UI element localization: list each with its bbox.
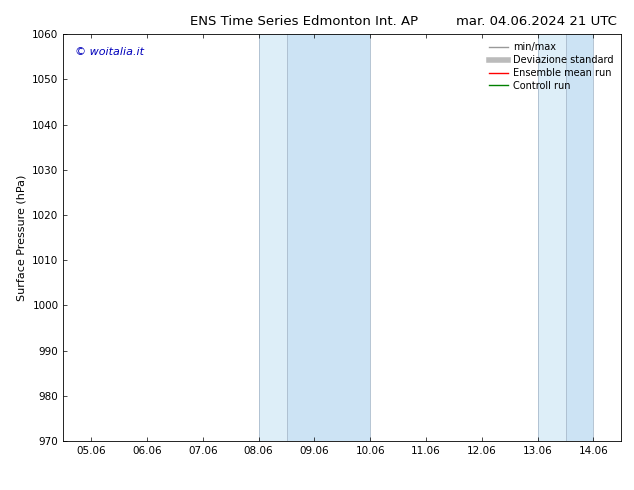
Y-axis label: Surface Pressure (hPa): Surface Pressure (hPa) xyxy=(16,174,27,301)
Bar xyxy=(538,34,566,441)
Legend: min/max, Deviazione standard, Ensemble mean run, Controll run: min/max, Deviazione standard, Ensemble m… xyxy=(486,39,616,94)
Text: mar. 04.06.2024 21 UTC: mar. 04.06.2024 21 UTC xyxy=(456,15,618,28)
Text: ENS Time Series Edmonton Int. AP: ENS Time Series Edmonton Int. AP xyxy=(190,15,418,28)
Bar xyxy=(566,34,593,441)
Text: © woitalia.it: © woitalia.it xyxy=(75,47,143,56)
Bar xyxy=(287,34,370,441)
Bar xyxy=(259,34,287,441)
